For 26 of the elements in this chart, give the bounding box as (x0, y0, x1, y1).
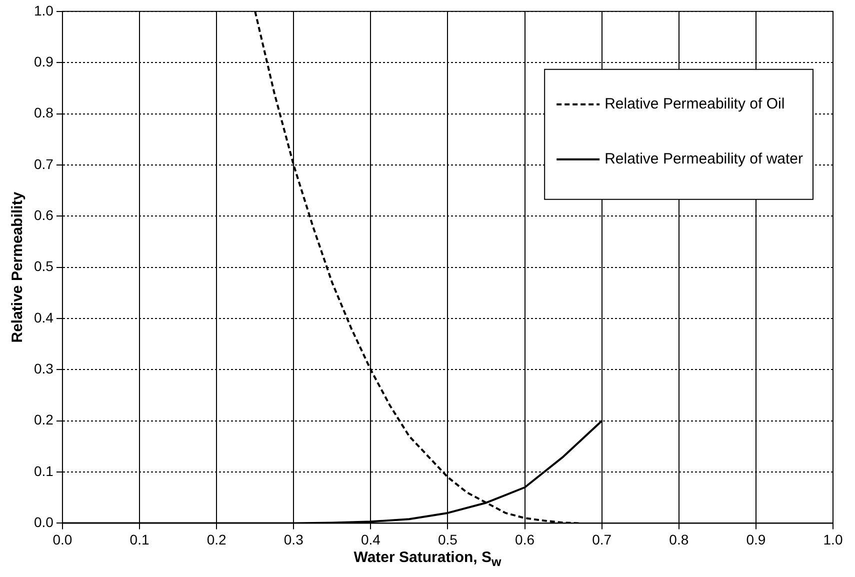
x-tick-label: 0.2 (206, 531, 227, 548)
y-tick-label: 0.9 (34, 53, 54, 70)
y-tick-label: 0.0 (34, 514, 54, 530)
y-tick-label: 0.7 (34, 156, 54, 172)
y-axis-title: Relative Permeability (9, 191, 26, 343)
y-tick-label: 1.0 (34, 2, 54, 18)
x-tick-label: 0.4 (360, 531, 381, 548)
y-tick-label: 0.5 (34, 258, 54, 274)
x-tick-label: 0.5 (438, 531, 458, 548)
x-tick-label: 0.3 (284, 531, 304, 548)
y-tick-label: 0.6 (34, 206, 54, 223)
y-tick-label: 0.8 (34, 104, 54, 121)
y-tick-label: 0.1 (34, 462, 54, 479)
y-tick-label: 0.4 (34, 309, 54, 326)
x-tick-label: 0.7 (592, 531, 612, 548)
x-tick-label: 0.9 (746, 531, 766, 548)
legend-label: Relative Permeability of Oil (604, 96, 785, 113)
x-tick-label: 1.0 (823, 531, 843, 548)
legend-label: Relative Permeability of water (604, 150, 804, 168)
y-tick-label: 0.2 (34, 412, 54, 428)
y-tick-label: 0.3 (34, 360, 54, 377)
x-tick-label: 0.0 (52, 531, 72, 548)
x-axis-title: Water Saturation, S$_{w}$ (352, 549, 502, 569)
x-tick-label: 0.8 (669, 531, 689, 548)
x-tick-label: 0.1 (130, 531, 150, 548)
x-tick-label: 0.6 (515, 531, 535, 548)
